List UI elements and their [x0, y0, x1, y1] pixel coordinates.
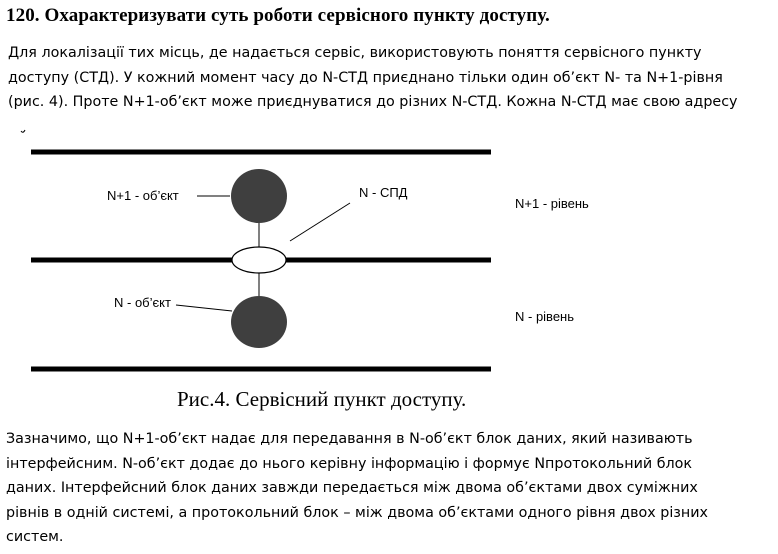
lower-object-node: [231, 296, 287, 348]
stray-mark: [20, 129, 26, 133]
service-access-point-figure: N+1 - об’єкт N - СПД N+1 - рівень N - об…: [20, 129, 589, 411]
upper-object-node: [231, 169, 287, 223]
body-line: систем.: [6, 529, 64, 545]
access-point-node: [231, 246, 287, 274]
intro-line: Для локалізації тих місць, де надається …: [8, 45, 702, 61]
body-line: інтерфейсним. N-об’єкт додає до нього ке…: [6, 455, 693, 472]
upper-level-label: N+1 - рівень: [515, 196, 589, 211]
intro-paragraph: Для локалізації тих місць, де надається …: [8, 41, 776, 115]
body-paragraph: Зазначимо, що N+1-об’єкт надає для перед…: [6, 427, 774, 550]
figure-caption: Рис.4. Сервісний пункт доступу.: [177, 387, 466, 411]
section-heading: 120. Охарактеризувати суть роботи сервіс…: [6, 5, 550, 26]
lower-object-leader: [175, 304, 233, 312]
access-point-leader: [289, 202, 351, 242]
lower-object-label: N - об’єкт: [114, 295, 171, 310]
lower-level-label: N - рівень: [515, 309, 574, 324]
intro-line: доступу (СТД). У кожний момент часу до N…: [8, 69, 723, 86]
body-line: Зазначимо, що N+1-об’єкт надає для перед…: [6, 431, 693, 447]
intro-line: (рис. 4). Проте N+1-об’єкт може приєднув…: [8, 94, 738, 110]
body-line: даних. Інтерфейсний блок даних завжди пе…: [6, 480, 698, 496]
body-line: рівнів в одній системі, а протокольний б…: [6, 504, 708, 521]
access-point-label: N - СПД: [359, 185, 408, 200]
upper-object-label: N+1 - об’єкт: [107, 188, 179, 203]
